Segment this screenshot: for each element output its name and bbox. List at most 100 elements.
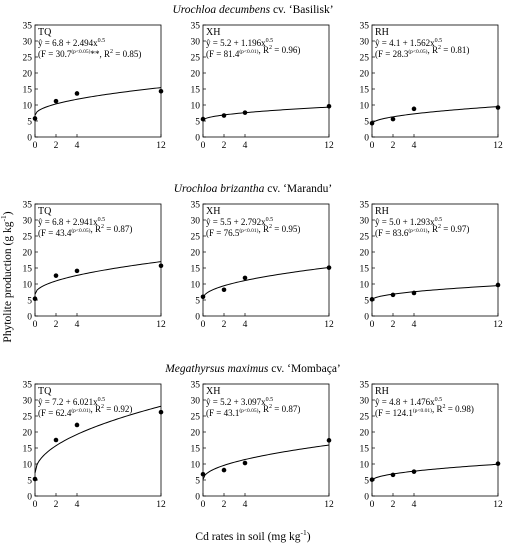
panel-label: RH — [375, 386, 389, 397]
x-tick-label: 4 — [412, 500, 417, 510]
y-tick-label: 15 — [23, 265, 33, 275]
data-point — [74, 91, 80, 96]
equation-line: ŷ = 6.8 + 2.494x0.5 — [38, 38, 105, 48]
equation-line: ŷ = 5.0 + 1.293x0.5 — [375, 217, 442, 227]
x-tick-label: 2 — [54, 141, 59, 151]
y-tick-label: 15 — [23, 445, 33, 455]
fit-curve — [371, 106, 499, 125]
statistics-line: (F = 83.6(p<0.01), R2 = 0.97) — [375, 224, 469, 238]
x-tick-label: 4 — [75, 500, 80, 510]
equation-line: ŷ = 4.1 + 1.562x0.5 — [375, 38, 442, 48]
y-tick-label: 25 — [360, 413, 370, 423]
data-point — [369, 477, 375, 482]
data-point — [74, 268, 80, 274]
data-point — [200, 116, 206, 122]
panel-label: XH — [206, 27, 220, 38]
y-tick-label: 0 — [27, 313, 32, 323]
data-point — [411, 290, 417, 296]
y-tick-label: 35 — [360, 201, 370, 211]
data-point — [32, 296, 38, 302]
data-point — [53, 437, 59, 443]
y-tick-label: 30 — [23, 217, 33, 227]
plot-frame — [34, 24, 162, 138]
y-axis-label: Phytolite production (g kg-1) — [0, 211, 14, 342]
y-tick-label: 15 — [23, 86, 33, 96]
x-tick-label: 2 — [222, 141, 227, 151]
statistics-line: (F = 43.4(p<0.05), R2 = 0.87) — [38, 224, 132, 238]
y-tick-label: 30 — [360, 397, 370, 407]
y-tick-label: 15 — [191, 86, 201, 96]
panel-rh-r0: 0 5 10 15 20 25 30 35 0 2 4 12 RHŷ = 4.1 + 1.562x0.5… — [360, 22, 504, 152]
x-tick-label: 0 — [370, 500, 375, 510]
panel-rh-r2: 0 5 10 15 20 25 30 35 0 2 4 12 RHŷ = 4.8 + 1.476x0.5… — [360, 381, 504, 511]
panel-label: RH — [375, 27, 389, 38]
data-point — [242, 460, 248, 466]
data-point — [369, 120, 375, 126]
y-tick-label: 0 — [364, 313, 369, 323]
equation-line: ŷ = 5.5 + 2.792x0.5 — [206, 217, 273, 227]
data-point — [221, 113, 227, 118]
x-tick-label: 0 — [33, 141, 38, 151]
y-tick-label: 5 — [195, 477, 200, 487]
x-tick-label: 0 — [370, 320, 375, 330]
y-tick-label: 10 — [191, 281, 201, 291]
x-tick-label: 2 — [222, 320, 227, 330]
statistics-line: (F = 81.4(p<0.01), R2 = 0.96) — [206, 45, 300, 59]
data-point — [326, 438, 332, 443]
y-tick-label: 10 — [23, 461, 33, 471]
equation-line: ŷ = 7.2 + 6.021x0.5 — [38, 397, 105, 407]
y-tick-label: 30 — [360, 38, 370, 48]
x-tick-label: 4 — [243, 320, 248, 330]
y-tick-label: 15 — [191, 445, 201, 455]
y-tick-label: 30 — [360, 217, 370, 227]
data-point — [74, 422, 80, 428]
data-point — [158, 263, 164, 269]
statistics-line: (F = 124.1(p<0.01), R2 = 0.98) — [375, 404, 474, 418]
x-tick-label: 12 — [156, 500, 166, 510]
y-tick-label: 25 — [191, 233, 201, 243]
y-tick-label: 35 — [23, 201, 33, 211]
panel-label: TQ — [38, 386, 52, 397]
data-point — [32, 116, 38, 121]
data-point — [158, 409, 164, 415]
y-tick-label: 35 — [360, 22, 370, 32]
y-tick-label: 5 — [364, 477, 369, 487]
y-tick-label: 35 — [191, 22, 201, 32]
panel-label: XH — [206, 206, 220, 217]
y-tick-label: 30 — [23, 38, 33, 48]
y-tick-label: 5 — [364, 118, 369, 128]
plot-frame — [34, 203, 162, 317]
plot-frame — [371, 383, 499, 497]
fit-curve — [34, 405, 162, 474]
y-tick-label: 10 — [191, 461, 201, 471]
equation-line: ŷ = 5.2 + 1.196x0.5 — [206, 38, 273, 48]
y-tick-label: 15 — [360, 445, 370, 455]
x-tick-label: 2 — [54, 320, 59, 330]
statistics-line: (F = 62.4(p<0.01), R2 = 0.92) — [38, 404, 132, 418]
y-tick-label: 25 — [23, 233, 33, 243]
panel-xh-r0: 0 5 10 15 20 25 30 35 0 2 4 12 XHŷ = 5.2 + 1.196x0.5… — [191, 22, 335, 152]
y-tick-label: 30 — [191, 397, 201, 407]
y-tick-label: 10 — [23, 102, 33, 112]
fit-curve — [34, 87, 162, 116]
fit-curve — [371, 463, 499, 481]
panel-xh-r2: 0 5 10 15 20 25 30 35 0 2 4 12 XHŷ = 5.2 + 3.097x0.5… — [191, 381, 335, 511]
y-tick-label: 0 — [364, 493, 369, 503]
x-axis-label: Cd rates in soil (mg kg-1) — [195, 528, 310, 543]
data-point — [221, 287, 227, 293]
y-tick-label: 20 — [191, 249, 201, 259]
panel-rh-r1: 0 5 10 15 20 25 30 35 0 2 4 12 RHŷ = 5.0 + 1.293x0.5… — [360, 201, 504, 331]
y-tick-label: 35 — [360, 381, 370, 391]
panel-label: RH — [375, 206, 389, 217]
data-point — [200, 294, 206, 300]
x-tick-label: 2 — [222, 500, 227, 510]
panel-label: TQ — [38, 27, 52, 38]
row-title: Megathyrsus maximus cv. ‘Mombaça’ — [164, 363, 341, 375]
x-tick-label: 12 — [324, 500, 334, 510]
plot-frame — [371, 24, 499, 138]
y-tick-label: 0 — [195, 493, 200, 503]
y-tick-label: 25 — [191, 54, 201, 64]
y-tick-label: 20 — [23, 429, 33, 439]
y-tick-label: 5 — [195, 118, 200, 128]
